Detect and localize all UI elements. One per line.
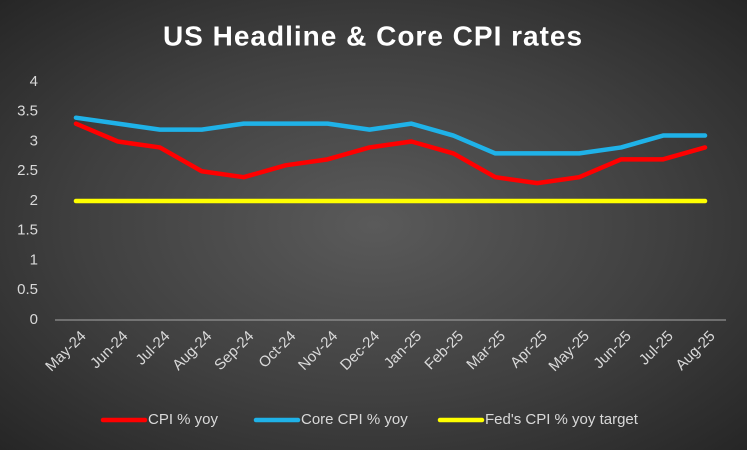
x-tick-label: Feb-25 — [421, 328, 467, 374]
y-tick-label: 2 — [30, 192, 38, 209]
y-tick-label: 2.5 — [17, 162, 38, 179]
legend-label: Core CPI % yoy — [301, 411, 408, 428]
x-tick-label: Oct-24 — [255, 328, 299, 372]
x-tick-label: May-25 — [545, 328, 592, 375]
y-tick-label: 3 — [30, 132, 38, 149]
y-tick-label: 3.5 — [17, 103, 38, 120]
x-tick-label: Apr-25 — [507, 328, 551, 372]
x-tick-label: Jun-25 — [590, 328, 634, 372]
series-line — [73, 121, 708, 186]
y-tick-label: 1 — [30, 251, 38, 268]
x-tick-label: Aug-25 — [672, 328, 718, 374]
y-tick-label: 1.5 — [17, 222, 38, 239]
x-tick-label: Jul-24 — [133, 328, 174, 369]
chart-title: US Headline & Core CPI rates — [163, 20, 583, 51]
y-tick-label: 4 — [30, 73, 38, 90]
x-tick-label: Sep-24 — [211, 328, 257, 374]
x-tick-label: May-24 — [42, 328, 89, 375]
x-tick-label: Jan-25 — [381, 328, 425, 372]
legend-label: CPI % yoy — [148, 411, 219, 428]
y-tick-label: 0 — [30, 311, 38, 328]
series-line — [73, 115, 708, 156]
x-tick-label: Nov-24 — [295, 328, 341, 374]
x-tick-label: Jun-24 — [87, 328, 131, 372]
y-tick-label: 0.5 — [17, 281, 38, 298]
x-tick-label: Aug-24 — [169, 328, 215, 374]
x-tick-label: Dec-24 — [337, 328, 383, 374]
x-tick-label: Mar-25 — [463, 328, 509, 374]
legend-label: Fed's CPI % yoy target — [485, 411, 639, 428]
x-tick-label: Jul-25 — [636, 328, 677, 369]
